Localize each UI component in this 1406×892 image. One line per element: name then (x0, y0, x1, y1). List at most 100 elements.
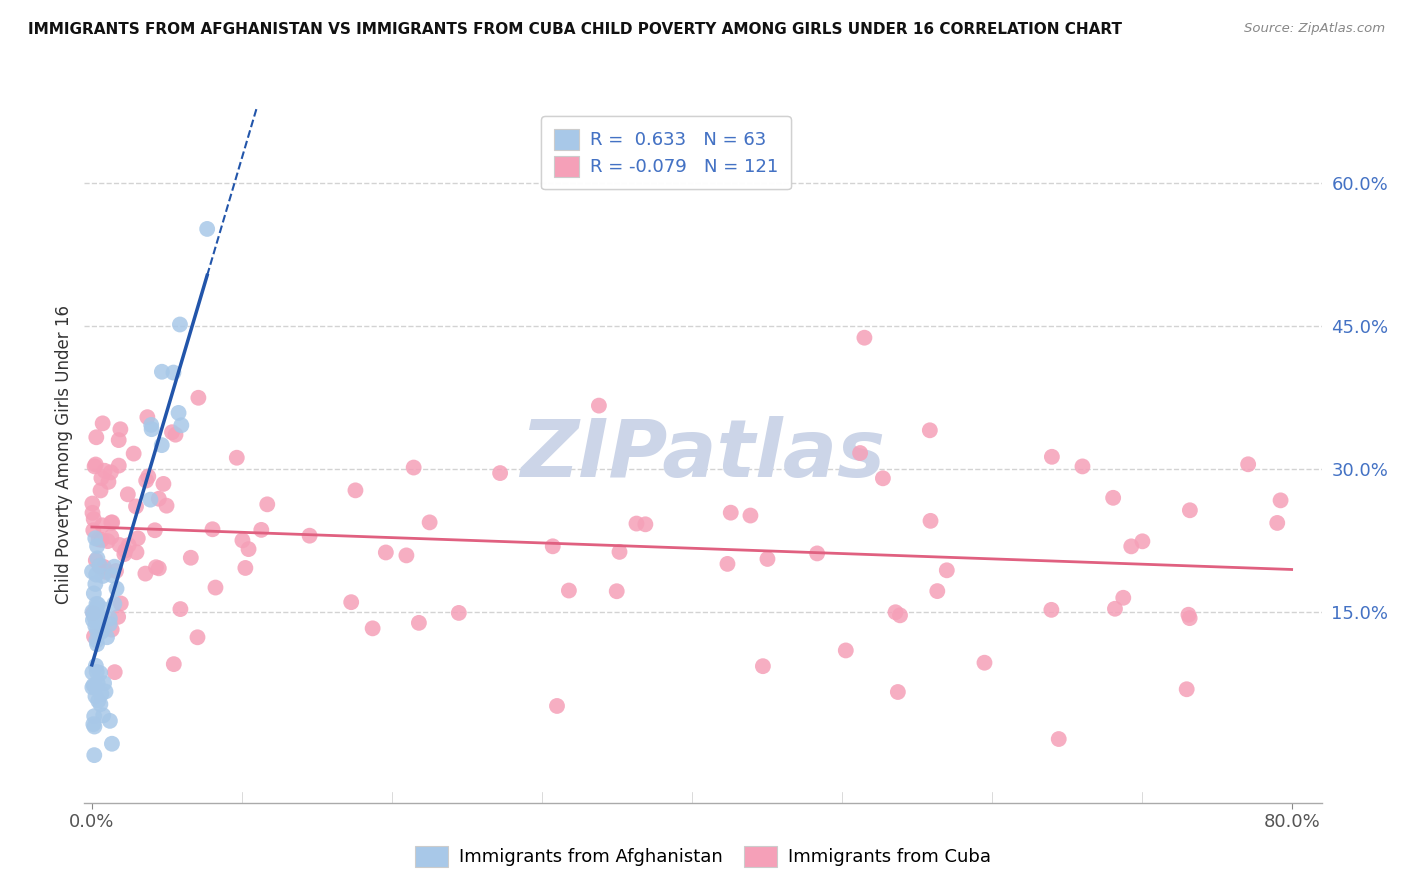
Point (1047, 732, 1070, 747)
Point (83, 610, 105, 624)
Point (155, 499, 177, 513)
Point (122, 447, 145, 461)
Point (114, 543, 136, 558)
Point (84, 553, 107, 567)
Point (1132, 534, 1154, 549)
Point (87, 694, 110, 708)
Point (1040, 450, 1063, 464)
Point (134, 566, 156, 581)
Point (920, 514, 942, 528)
Point (89, 666, 111, 681)
Point (935, 563, 957, 577)
Point (1121, 540, 1143, 554)
Point (86, 676, 108, 690)
Point (101, 737, 124, 751)
Point (231, 533, 253, 548)
Text: ZIPatlas: ZIPatlas (520, 416, 886, 494)
Point (419, 516, 441, 530)
Point (344, 483, 367, 498)
Point (82, 606, 104, 620)
Point (887, 685, 910, 699)
Point (872, 471, 894, 485)
Point (136, 469, 159, 483)
Point (125, 500, 148, 514)
Point (89, 558, 111, 573)
Point (84, 430, 107, 444)
Point (110, 597, 132, 611)
Point (107, 458, 129, 473)
Point (91, 569, 114, 583)
Point (107, 610, 129, 624)
Point (89, 697, 111, 711)
Point (716, 557, 738, 571)
Point (1237, 457, 1260, 471)
Point (170, 418, 193, 433)
Point (125, 545, 148, 559)
Point (91, 518, 114, 533)
Point (145, 560, 167, 574)
Point (82, 613, 104, 627)
Point (1112, 591, 1135, 605)
Point (1177, 607, 1199, 622)
Point (238, 542, 260, 557)
Point (752, 659, 775, 673)
Point (90, 687, 112, 701)
Point (83, 459, 105, 474)
Point (740, 508, 762, 523)
Point (201, 522, 224, 536)
Point (86, 624, 108, 638)
Point (204, 581, 226, 595)
Point (1270, 493, 1292, 508)
Point (101, 568, 124, 582)
Point (87, 597, 110, 611)
Point (395, 549, 418, 563)
Point (180, 550, 202, 565)
Point (103, 559, 125, 574)
Point (884, 605, 907, 619)
Point (117, 487, 139, 501)
Point (86, 597, 108, 611)
Point (98, 617, 121, 632)
Point (112, 547, 135, 561)
Point (94, 565, 117, 579)
Point (165, 427, 187, 442)
Point (84, 567, 107, 582)
Point (447, 606, 470, 620)
Point (83, 586, 105, 600)
Point (83, 629, 105, 643)
Point (94, 684, 117, 698)
Point (160, 425, 183, 440)
Point (100, 516, 122, 530)
Point (86, 539, 108, 553)
Text: IMMIGRANTS FROM AFGHANISTAN VS IMMIGRANTS FROM CUBA CHILD POVERTY AMONG GIRLS UN: IMMIGRANTS FROM AFGHANISTAN VS IMMIGRANT… (28, 22, 1122, 37)
Point (1071, 459, 1094, 474)
Point (98, 611, 121, 625)
Point (108, 538, 131, 552)
Point (84, 690, 107, 704)
Point (118, 538, 141, 552)
Point (84, 680, 107, 694)
Point (973, 656, 995, 670)
Point (1104, 601, 1126, 615)
Point (141, 417, 163, 432)
Point (340, 595, 363, 609)
Point (225, 450, 247, 465)
Point (90, 533, 112, 547)
Point (588, 399, 610, 413)
Point (91, 417, 114, 431)
Point (1102, 491, 1125, 505)
Point (91, 601, 114, 615)
Point (541, 539, 564, 553)
Point (489, 466, 512, 480)
Point (256, 497, 278, 511)
Point (82, 665, 104, 680)
Point (361, 621, 384, 635)
Point (195, 222, 218, 236)
Point (82, 605, 104, 619)
Point (298, 529, 321, 543)
Point (918, 423, 941, 437)
Point (152, 476, 174, 491)
Point (546, 698, 568, 713)
Point (169, 602, 191, 616)
Point (250, 523, 273, 537)
